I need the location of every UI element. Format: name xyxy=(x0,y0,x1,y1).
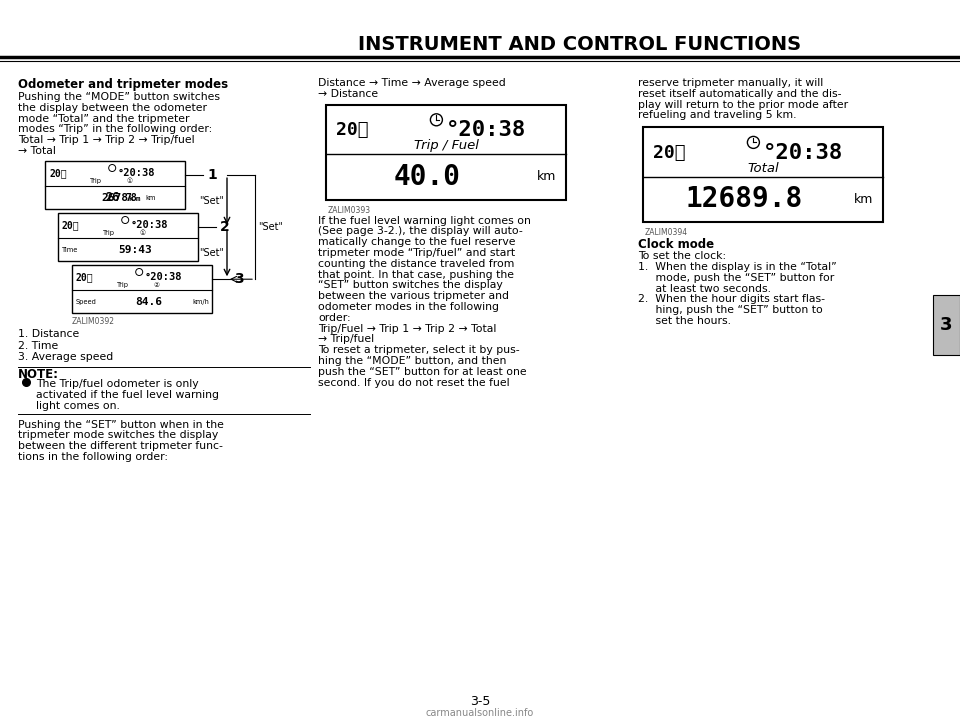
Text: 12689.8: 12689.8 xyxy=(685,185,803,213)
Text: 3-5: 3-5 xyxy=(469,695,491,708)
Text: Clock mode: Clock mode xyxy=(638,238,714,251)
FancyBboxPatch shape xyxy=(58,213,198,261)
Text: INSTRUMENT AND CONTROL FUNCTIONS: INSTRUMENT AND CONTROL FUNCTIONS xyxy=(358,35,802,55)
Text: push the “SET” button for at least one: push the “SET” button for at least one xyxy=(318,367,527,377)
Text: Distance → Time → Average speed: Distance → Time → Average speed xyxy=(318,78,506,88)
Text: 1: 1 xyxy=(207,168,217,182)
Text: km: km xyxy=(537,170,556,183)
Text: ZALIM0392: ZALIM0392 xyxy=(72,317,115,326)
Text: reset itself automatically and the dis-: reset itself automatically and the dis- xyxy=(638,89,842,99)
Text: ZALIM0393: ZALIM0393 xyxy=(328,205,372,215)
Text: light comes on.: light comes on. xyxy=(36,401,120,411)
Text: odometer modes in the following: odometer modes in the following xyxy=(318,302,499,312)
Text: 84.6: 84.6 xyxy=(135,297,162,307)
Text: ①: ① xyxy=(139,230,145,236)
Text: hing the “MODE” button, and then: hing the “MODE” button, and then xyxy=(318,356,506,366)
Text: °20:38: °20:38 xyxy=(118,168,156,178)
Text: 2.  When the hour digits start flas-: 2. When the hour digits start flas- xyxy=(638,294,825,304)
Text: that point. In that case, pushing the: that point. In that case, pushing the xyxy=(318,269,514,279)
Text: counting the distance traveled from: counting the distance traveled from xyxy=(318,258,515,269)
Text: "Set": "Set" xyxy=(199,196,224,206)
Text: Total: Total xyxy=(747,162,779,174)
Text: 3. Average speed: 3. Average speed xyxy=(18,353,113,363)
Text: 2: 2 xyxy=(220,220,229,234)
Text: Odometer and tripmeter modes: Odometer and tripmeter modes xyxy=(18,78,228,91)
Text: 20℃: 20℃ xyxy=(49,168,66,178)
Text: reserve tripmeter manually, it will: reserve tripmeter manually, it will xyxy=(638,78,824,88)
Text: order:: order: xyxy=(318,313,350,323)
Text: 20℃: 20℃ xyxy=(653,144,685,162)
Text: between the various tripmeter and: between the various tripmeter and xyxy=(318,292,509,301)
Text: 1.  When the display is in the “Total”: 1. When the display is in the “Total” xyxy=(638,262,837,272)
Text: tripmeter mode “Trip/fuel” and start: tripmeter mode “Trip/fuel” and start xyxy=(318,248,516,258)
FancyBboxPatch shape xyxy=(643,127,883,222)
Text: hing, push the “SET” button to: hing, push the “SET” button to xyxy=(638,305,823,315)
Text: Trip: Trip xyxy=(90,178,102,184)
Text: 40.0: 40.0 xyxy=(394,163,460,191)
Text: °20:38: °20:38 xyxy=(145,272,182,282)
Text: the display between the odometer: the display between the odometer xyxy=(18,103,207,113)
Text: 78: 78 xyxy=(125,192,136,202)
Text: → Distance: → Distance xyxy=(318,89,378,99)
Text: modes “Trip” in the following order:: modes “Trip” in the following order: xyxy=(18,124,212,134)
Text: carmanualsonline.info: carmanualsonline.info xyxy=(426,708,534,718)
Text: The Trip/fuel odometer is only: The Trip/fuel odometer is only xyxy=(36,379,199,389)
Text: refueling and traveling 5 km.: refueling and traveling 5 km. xyxy=(638,111,797,121)
Text: Time: Time xyxy=(62,247,79,253)
Text: 26: 26 xyxy=(105,191,119,204)
Text: 59:43: 59:43 xyxy=(118,245,152,255)
Text: Speed: Speed xyxy=(76,299,97,304)
Text: Trip/Fuel → Trip 1 → Trip 2 → Total: Trip/Fuel → Trip 1 → Trip 2 → Total xyxy=(318,324,496,334)
Text: "Set": "Set" xyxy=(199,248,224,258)
Text: ZALIM0394: ZALIM0394 xyxy=(645,228,688,237)
Text: To reset a tripmeter, select it by pus-: To reset a tripmeter, select it by pus- xyxy=(318,345,519,355)
Text: km: km xyxy=(853,193,873,206)
Text: Trip: Trip xyxy=(117,282,129,288)
Text: between the different tripmeter func-: between the different tripmeter func- xyxy=(18,441,223,451)
Text: tions in the following order:: tions in the following order: xyxy=(18,452,168,462)
Text: Trip: Trip xyxy=(103,230,115,236)
Text: 2. Time: 2. Time xyxy=(18,340,59,350)
Text: play will return to the prior mode after: play will return to the prior mode after xyxy=(638,100,848,110)
Text: Total → Trip 1 → Trip 2 → Trip/fuel: Total → Trip 1 → Trip 2 → Trip/fuel xyxy=(18,135,195,145)
Text: °20:38: °20:38 xyxy=(763,143,843,163)
Text: NOTE:: NOTE: xyxy=(18,368,59,381)
Text: To set the clock:: To set the clock: xyxy=(638,251,726,261)
Text: ①: ① xyxy=(126,178,132,184)
Text: mode “Total” and the tripmeter: mode “Total” and the tripmeter xyxy=(18,113,189,123)
Text: → Total: → Total xyxy=(18,146,56,156)
Text: “SET” button switches the display: “SET” button switches the display xyxy=(318,281,503,290)
Text: → Trip/fuel: → Trip/fuel xyxy=(318,335,374,345)
Text: Pushing the “MODE” button switches: Pushing the “MODE” button switches xyxy=(18,92,220,102)
Text: ②: ② xyxy=(154,282,159,288)
Text: 20℃: 20℃ xyxy=(76,272,94,282)
Text: matically change to the fuel reserve: matically change to the fuel reserve xyxy=(318,237,516,247)
Text: Trip / Fuel: Trip / Fuel xyxy=(414,139,478,152)
FancyBboxPatch shape xyxy=(933,295,960,355)
Text: at least two seconds.: at least two seconds. xyxy=(638,284,771,294)
Text: °20:38: °20:38 xyxy=(446,120,526,140)
Text: 3: 3 xyxy=(940,316,952,334)
Text: °20:38: °20:38 xyxy=(131,220,168,230)
Text: km: km xyxy=(145,195,156,201)
Text: second. If you do not reset the fuel: second. If you do not reset the fuel xyxy=(318,378,510,388)
Text: tripmeter mode switches the display: tripmeter mode switches the display xyxy=(18,430,218,440)
Text: "Set": "Set" xyxy=(258,222,283,232)
FancyBboxPatch shape xyxy=(326,105,566,200)
Text: set the hours.: set the hours. xyxy=(638,316,731,326)
Text: mode, push the “SET” button for: mode, push the “SET” button for xyxy=(638,273,834,283)
Text: 1. Distance: 1. Distance xyxy=(18,329,80,339)
Text: 20℃: 20℃ xyxy=(336,121,369,139)
Text: km/h: km/h xyxy=(192,299,209,304)
Text: (See page 3-2.), the display will auto-: (See page 3-2.), the display will auto- xyxy=(318,226,523,236)
Text: activated if the fuel level warning: activated if the fuel level warning xyxy=(36,390,219,400)
FancyBboxPatch shape xyxy=(72,265,212,313)
FancyBboxPatch shape xyxy=(45,161,185,209)
Text: Pushing the “SET” button when in the: Pushing the “SET” button when in the xyxy=(18,419,224,429)
Text: If the fuel level warning light comes on: If the fuel level warning light comes on xyxy=(318,215,531,225)
Text: 3: 3 xyxy=(234,272,244,286)
Text: 2678ₖₘ: 2678ₖₘ xyxy=(102,192,142,202)
Text: 20℃: 20℃ xyxy=(62,220,80,230)
